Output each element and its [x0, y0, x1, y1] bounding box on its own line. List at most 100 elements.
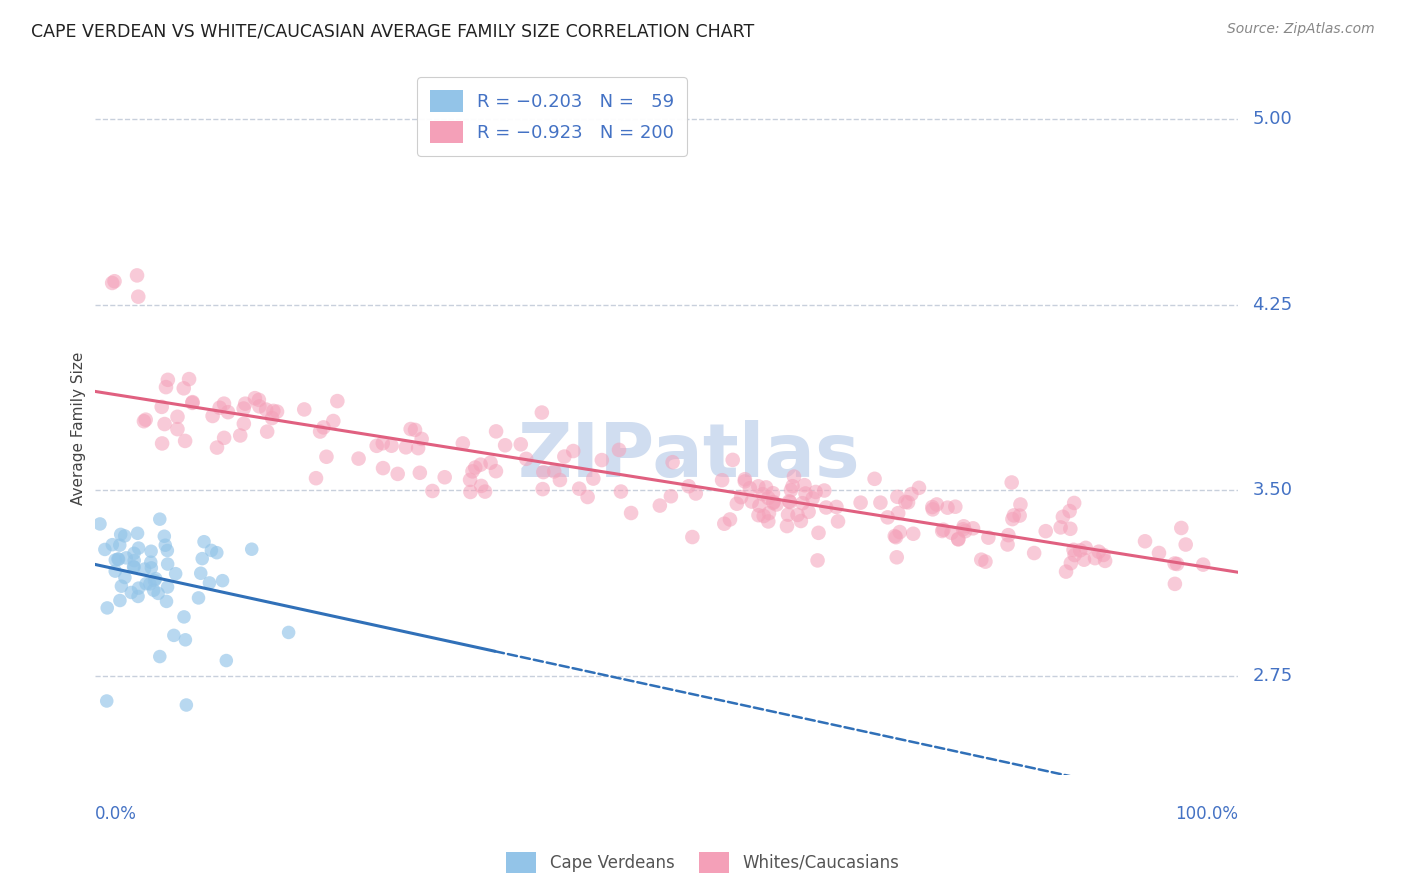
Point: [752, 508, 775, 523]
Point: [756, 491, 779, 505]
Point: [1069, 543, 1091, 558]
Point: [827, 515, 849, 529]
Point: [925, 498, 948, 512]
Point: [1092, 548, 1115, 562]
Point: [776, 519, 799, 533]
Point: [718, 512, 741, 526]
Point: [127, 526, 149, 541]
Point: [883, 529, 905, 543]
Point: [515, 451, 537, 466]
Point: [181, 396, 204, 410]
Point: [1010, 498, 1032, 512]
Point: [460, 485, 482, 500]
Point: [139, 555, 162, 569]
Point: [347, 451, 370, 466]
Point: [977, 531, 1000, 545]
Point: [200, 543, 222, 558]
Point: [96, 694, 118, 708]
Point: [479, 456, 502, 470]
Point: [997, 537, 1019, 551]
Point: [145, 572, 167, 586]
Point: [387, 467, 409, 481]
Point: [122, 553, 145, 567]
Point: [156, 580, 179, 594]
Point: [755, 480, 778, 494]
Point: [553, 450, 575, 464]
Point: [778, 494, 800, 508]
Point: [292, 402, 315, 417]
Point: [101, 538, 124, 552]
Point: [776, 508, 799, 522]
Point: [260, 411, 283, 425]
Point: [142, 583, 165, 598]
Point: [886, 550, 908, 565]
Point: [122, 546, 145, 560]
Point: [974, 555, 997, 569]
Point: [89, 516, 111, 531]
Point: [747, 508, 769, 523]
Point: [793, 478, 815, 492]
Point: [1174, 537, 1197, 551]
Point: [198, 575, 221, 590]
Text: 3.50: 3.50: [1253, 482, 1292, 500]
Point: [107, 552, 129, 566]
Point: [741, 494, 763, 508]
Point: [1133, 534, 1156, 549]
Point: [254, 402, 277, 417]
Point: [309, 425, 332, 439]
Point: [371, 461, 394, 475]
Point: [932, 523, 955, 537]
Point: [543, 464, 565, 478]
Point: [135, 412, 157, 426]
Point: [1059, 522, 1081, 536]
Text: 0.0%: 0.0%: [94, 805, 136, 823]
Point: [150, 400, 173, 414]
Point: [173, 610, 195, 624]
Point: [783, 469, 806, 483]
Point: [1084, 551, 1107, 566]
Point: [936, 500, 959, 515]
Point: [205, 546, 228, 560]
Point: [1059, 504, 1081, 518]
Point: [108, 538, 131, 552]
Point: [494, 438, 516, 452]
Point: [173, 381, 195, 395]
Point: [678, 479, 700, 493]
Point: [948, 533, 970, 547]
Point: [730, 490, 752, 504]
Point: [806, 553, 828, 567]
Point: [470, 458, 492, 472]
Point: [433, 470, 456, 484]
Point: [762, 495, 785, 509]
Point: [404, 423, 426, 437]
Point: [464, 460, 486, 475]
Point: [262, 404, 284, 418]
Point: [762, 496, 785, 510]
Point: [748, 499, 770, 513]
Point: [155, 380, 177, 394]
Point: [485, 425, 508, 439]
Point: [312, 420, 335, 434]
Point: [1063, 542, 1085, 557]
Point: [315, 450, 337, 464]
Point: [177, 372, 200, 386]
Point: [1163, 557, 1185, 571]
Point: [474, 484, 496, 499]
Point: [127, 590, 149, 604]
Point: [894, 495, 917, 509]
Text: 100.0%: 100.0%: [1175, 805, 1239, 823]
Point: [952, 519, 974, 533]
Text: 2.75: 2.75: [1253, 667, 1292, 685]
Point: [1170, 521, 1192, 535]
Point: [758, 506, 780, 520]
Point: [765, 498, 787, 512]
Y-axis label: Average Family Size: Average Family Size: [72, 351, 86, 505]
Point: [869, 496, 891, 510]
Point: [1060, 556, 1083, 570]
Point: [685, 486, 707, 500]
Point: [277, 625, 299, 640]
Point: [305, 471, 328, 485]
Point: [114, 570, 136, 584]
Point: [1074, 541, 1097, 555]
Point: [1063, 496, 1085, 510]
